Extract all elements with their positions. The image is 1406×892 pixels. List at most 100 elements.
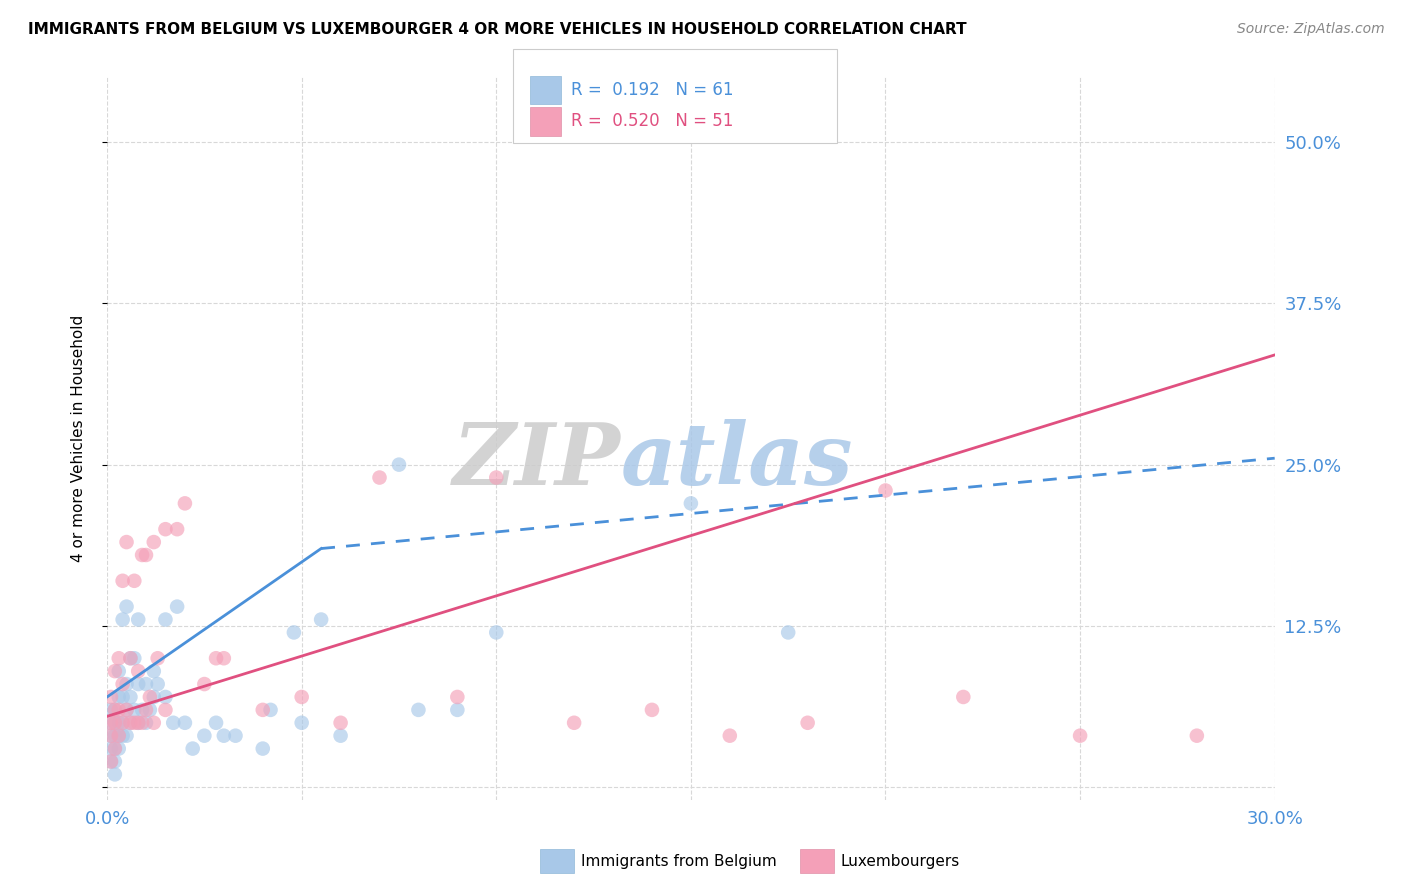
Point [100, 741, 122, 756]
Point [111, 729, 134, 743]
Point [111, 613, 134, 627]
Point [446, 690, 468, 704]
Point [283, 625, 305, 640]
Point [107, 703, 129, 717]
Point [100, 755, 122, 769]
Point [368, 470, 391, 484]
Point [291, 715, 314, 730]
Point [174, 496, 197, 510]
Point [135, 715, 157, 730]
Point [100, 703, 122, 717]
Point [446, 703, 468, 717]
Point [124, 715, 146, 730]
Point [100, 715, 122, 730]
Point [104, 755, 127, 769]
Point [142, 690, 165, 704]
Point [104, 703, 127, 717]
Point [131, 715, 153, 730]
Point [139, 690, 162, 704]
Point [127, 664, 149, 678]
Point [120, 651, 142, 665]
Point [111, 677, 134, 691]
Point [408, 703, 430, 717]
Point [146, 677, 169, 691]
Point [952, 690, 974, 704]
Point [115, 703, 138, 717]
Point [115, 703, 138, 717]
Point [139, 703, 162, 717]
Point [135, 548, 157, 562]
Point [104, 664, 127, 678]
Point [100, 715, 122, 730]
Point [225, 729, 247, 743]
Point [329, 715, 352, 730]
Point [131, 548, 153, 562]
Point [641, 703, 664, 717]
Point [146, 651, 169, 665]
Point [131, 703, 153, 717]
Point [104, 767, 127, 781]
Text: Luxembourgers: Luxembourgers [841, 854, 960, 869]
Point [100, 729, 122, 743]
Point [193, 677, 215, 691]
Point [115, 729, 138, 743]
Point [485, 625, 508, 640]
Point [329, 729, 352, 743]
Text: Source: ZipAtlas.com: Source: ZipAtlas.com [1237, 22, 1385, 37]
Point [127, 715, 149, 730]
Point [111, 715, 134, 730]
Point [104, 715, 127, 730]
Point [124, 651, 146, 665]
Text: Immigrants from Belgium: Immigrants from Belgium [581, 854, 776, 869]
Point [115, 599, 138, 614]
Point [485, 470, 508, 484]
Point [875, 483, 897, 498]
Point [718, 729, 741, 743]
Point [1069, 729, 1091, 743]
Point [388, 458, 411, 472]
Point [104, 703, 127, 717]
Point [124, 574, 146, 588]
Point [162, 715, 184, 730]
Point [205, 651, 228, 665]
Point [111, 574, 134, 588]
Point [193, 729, 215, 743]
Point [120, 690, 142, 704]
Point [778, 625, 800, 640]
Point [104, 715, 127, 730]
Point [142, 535, 165, 549]
Point [1185, 729, 1208, 743]
Text: IMMIGRANTS FROM BELGIUM VS LUXEMBOURGER 4 OR MORE VEHICLES IN HOUSEHOLD CORRELAT: IMMIGRANTS FROM BELGIUM VS LUXEMBOURGER … [28, 22, 967, 37]
Point [291, 690, 314, 704]
Point [252, 741, 274, 756]
Point [252, 703, 274, 717]
Point [155, 613, 177, 627]
Point [111, 715, 134, 730]
Point [155, 703, 177, 717]
Point [120, 715, 142, 730]
Point [107, 664, 129, 678]
Text: R =  0.192   N = 61: R = 0.192 N = 61 [571, 81, 734, 99]
Point [107, 729, 129, 743]
Point [127, 613, 149, 627]
Point [796, 715, 818, 730]
Point [104, 741, 127, 756]
Point [107, 651, 129, 665]
Point [181, 741, 204, 756]
Point [127, 715, 149, 730]
Text: atlas: atlas [621, 418, 853, 502]
Point [155, 522, 177, 536]
Point [166, 599, 188, 614]
Point [104, 729, 127, 743]
Point [107, 715, 129, 730]
Text: ZIP: ZIP [453, 418, 621, 502]
Point [107, 741, 129, 756]
Point [100, 690, 122, 704]
Point [104, 741, 127, 756]
Point [205, 715, 228, 730]
Point [142, 715, 165, 730]
Point [124, 703, 146, 717]
Point [679, 496, 702, 510]
Point [166, 522, 188, 536]
Y-axis label: 4 or more Vehicles in Household: 4 or more Vehicles in Household [72, 315, 86, 563]
